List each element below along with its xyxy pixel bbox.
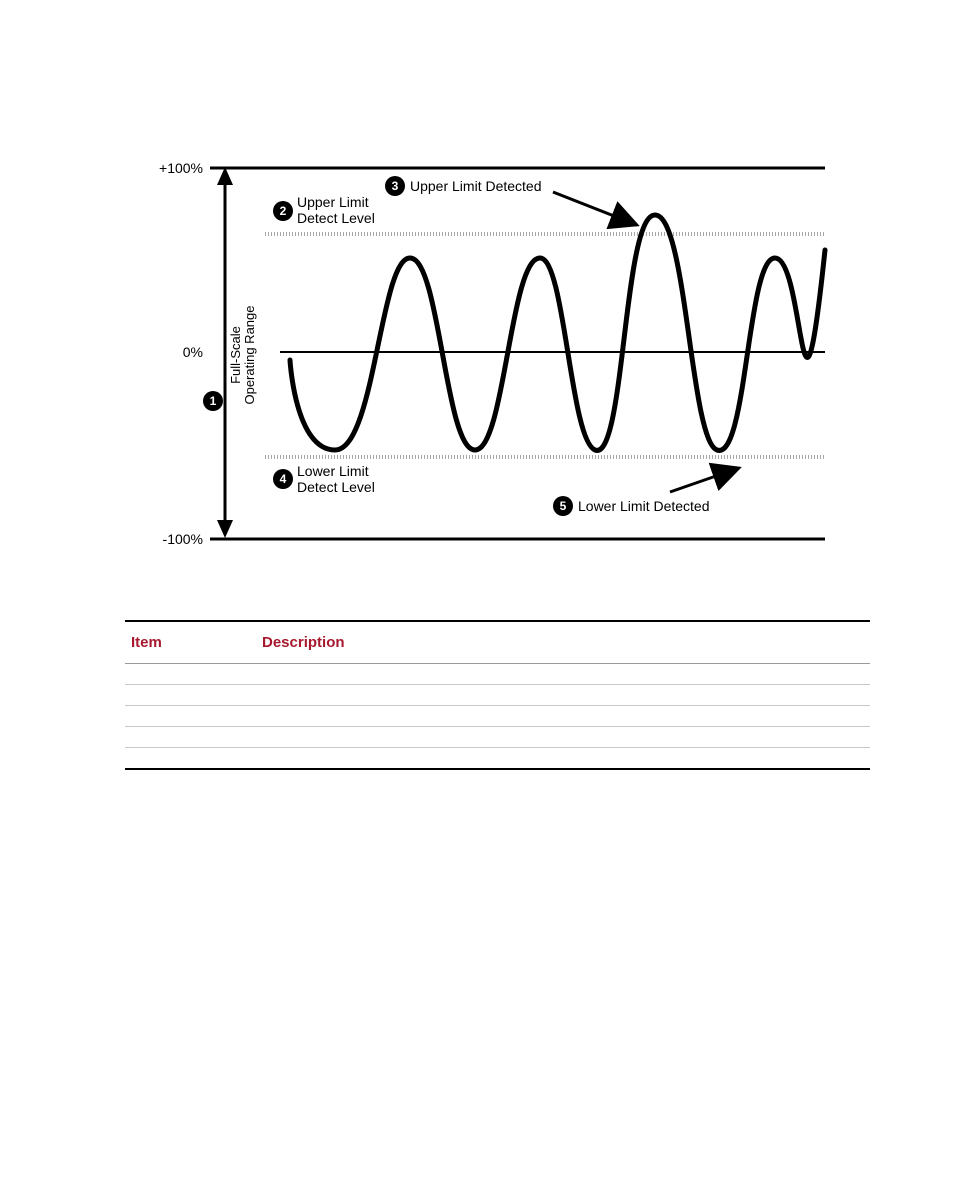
limit-detect-figure: +100% 0% -100% Full-Scale Operating Rang… (135, 130, 835, 550)
cell-item (125, 685, 256, 706)
cell-desc (256, 685, 870, 706)
page-root: +100% 0% -100% Full-Scale Operating Rang… (0, 0, 954, 1179)
header-description: Description (256, 621, 870, 664)
cell-desc (256, 748, 870, 770)
badge-1: 1 (210, 394, 217, 408)
cell-item (125, 727, 256, 748)
table-row (125, 685, 870, 706)
cell-item (125, 748, 256, 770)
label-4-line1: Lower Limit (297, 463, 369, 479)
cell-item (125, 706, 256, 727)
range-arrow-up (217, 167, 233, 185)
cell-desc (256, 706, 870, 727)
arrow-upper-detected (553, 192, 637, 225)
label-5: Lower Limit Detected (578, 498, 710, 514)
y-bot-label: -100% (163, 531, 203, 547)
label-4-line2: Detect Level (297, 479, 375, 495)
y-mid-label: 0% (183, 344, 203, 360)
badge-3: 3 (392, 179, 399, 193)
badge-2: 2 (280, 204, 287, 218)
table-row (125, 664, 870, 685)
range-arrow-down (217, 520, 233, 538)
table-row (125, 727, 870, 748)
label-2-line1: Upper Limit (297, 194, 369, 210)
table-header-row: Item Description (125, 621, 870, 664)
cell-desc (256, 664, 870, 685)
table-row (125, 706, 870, 727)
description-table-wrap: Item Description (125, 620, 870, 770)
description-table: Item Description (125, 620, 870, 770)
vertical-label-line2: Operating Range (242, 305, 257, 404)
label-3: Upper Limit Detected (410, 178, 542, 194)
figure-svg: +100% 0% -100% Full-Scale Operating Rang… (135, 130, 835, 550)
arrow-lower-detected (670, 468, 739, 492)
cell-item (125, 664, 256, 685)
waveform (290, 215, 825, 450)
badge-5: 5 (560, 499, 567, 513)
badge-4: 4 (280, 472, 287, 486)
label-2-line2: Detect Level (297, 210, 375, 226)
table-row (125, 748, 870, 770)
vertical-label-line1: Full-Scale (228, 326, 243, 384)
cell-desc (256, 727, 870, 748)
header-item: Item (125, 621, 256, 664)
y-top-label: +100% (159, 160, 203, 176)
